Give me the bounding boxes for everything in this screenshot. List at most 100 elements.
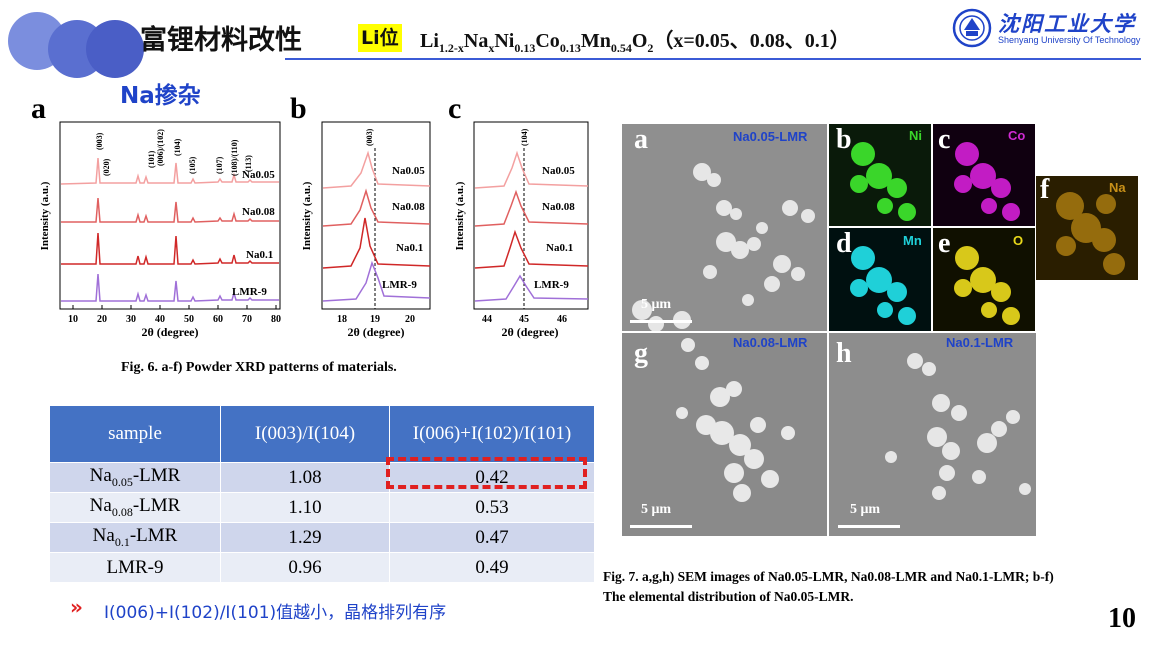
decor-circle-3 bbox=[86, 20, 144, 78]
xrd-peak-label: (107) bbox=[215, 156, 224, 174]
xrd-a-tick: 70 bbox=[242, 314, 252, 325]
xrd-c-tick: 44 bbox=[482, 314, 492, 325]
xrd-b-curve-label: Na0.1 bbox=[396, 242, 423, 254]
eds-label-ni: Ni bbox=[909, 128, 922, 143]
xrd-b-curve-label: Na0.08 bbox=[392, 201, 425, 213]
xrd-a-tick: 60 bbox=[213, 314, 223, 325]
sem-label-h: Na0.1-LMR bbox=[946, 335, 1014, 350]
intensity-ratio-table: sample I(003)/I(104) I(006)+I(102)/I(101… bbox=[49, 405, 595, 583]
table-row: Na0.08-LMR 1.10 0.53 bbox=[49, 492, 595, 523]
sem-caption-line2: The elemental distribution of Na0.05-LMR… bbox=[603, 589, 854, 604]
xrd-a-tick: 10 bbox=[68, 314, 78, 325]
sem-label-a: Na0.05-LMR bbox=[733, 129, 808, 144]
xrd-a-tick: 30 bbox=[126, 314, 136, 325]
table-cell-ratio2: 0.53 bbox=[389, 492, 595, 523]
xrd-b-xlabel: 2θ (degree) bbox=[347, 325, 404, 339]
table-cell-ratio1: 1.08 bbox=[220, 462, 390, 493]
xrd-c-xlabel: 2θ (degree) bbox=[501, 325, 558, 339]
scale-label-g: 5 μm bbox=[641, 502, 672, 517]
xrd-c-curve-label: Na0.05 bbox=[542, 165, 575, 177]
table-cell-ratio1: 0.96 bbox=[220, 552, 390, 583]
eds-map-o bbox=[933, 228, 1035, 331]
university-seal-icon bbox=[952, 8, 992, 48]
xrd-c-peak-label: (104) bbox=[520, 128, 529, 146]
xrd-peak-label: (020) bbox=[102, 158, 111, 176]
university-logo: 沈阳工业大学 Shenyang University Of Technology bbox=[950, 6, 1145, 50]
eds-letter-d: d bbox=[836, 228, 852, 259]
xrd-curve-label: Na0.1 bbox=[246, 249, 273, 261]
table-row: LMR-9 0.96 0.49 bbox=[49, 552, 595, 583]
li-site-badge: Li位 bbox=[358, 24, 402, 52]
table-header-ratio2: I(006)+I(102)/I(101) bbox=[389, 405, 595, 463]
xrd-chart-b: 18 19 20 2θ (degree) Intensity (a.u.) (0… bbox=[301, 121, 431, 339]
table-cell-ratio2: 0.47 bbox=[389, 522, 595, 553]
xrd-a-tick: 40 bbox=[155, 314, 165, 325]
conclusion-note: I(006)+I(102)/I(101)值越小，晶格排列有序 bbox=[104, 603, 447, 623]
eds-map-ni bbox=[829, 124, 931, 226]
xrd-curve-label: Na0.05 bbox=[242, 169, 275, 181]
xrd-a-xlabel: 2θ (degree) bbox=[141, 325, 198, 339]
scale-label-h: 5 μm bbox=[850, 502, 881, 517]
xrd-peak-label: (104) bbox=[173, 138, 182, 156]
sem-image-a bbox=[622, 124, 827, 331]
xrd-caption: Fig. 6. a-f) Powder XRD patterns of mate… bbox=[121, 360, 397, 375]
table-cell-ratio1: 1.29 bbox=[220, 522, 390, 553]
xrd-a-tick: 50 bbox=[184, 314, 194, 325]
xrd-c-curve-label: LMR-9 bbox=[534, 279, 569, 291]
table-cell-sample: Na0.08-LMR bbox=[49, 492, 221, 523]
table-cell-ratio1: 1.10 bbox=[220, 492, 390, 523]
xrd-panel-letter-a: a bbox=[31, 92, 46, 125]
xrd-panel-letter-c: c bbox=[448, 92, 462, 125]
xrd-peak-label: (003) bbox=[95, 132, 104, 150]
xrd-c-curve-label: Na0.08 bbox=[542, 201, 575, 213]
xrd-c-curve-label: Na0.1 bbox=[546, 242, 573, 254]
scale-bar-a bbox=[630, 320, 692, 323]
double-chevron-icon: » bbox=[70, 595, 83, 619]
table-header-ratio1: I(003)/I(104) bbox=[220, 405, 390, 463]
xrd-peak-label: (113) bbox=[244, 155, 253, 172]
scale-bar-g bbox=[630, 525, 692, 528]
xrd-c-ylabel: Intensity (a.u.) bbox=[454, 181, 466, 250]
xrd-a-tick: 80 bbox=[271, 314, 281, 325]
sem-image-g bbox=[622, 333, 827, 536]
xrd-b-tick: 19 bbox=[370, 314, 380, 325]
sem-image-h bbox=[829, 333, 1036, 536]
sem-label-g: Na0.08-LMR bbox=[733, 335, 808, 350]
xrd-peak-label: (105) bbox=[188, 156, 197, 174]
sem-letter-a: a bbox=[634, 124, 648, 155]
sem-caption-line1: Fig. 7. a,g,h) SEM images of Na0.05-LMR,… bbox=[603, 569, 1054, 584]
scale-bar-h bbox=[838, 525, 900, 528]
header-underline bbox=[285, 58, 1141, 60]
table-cell-ratio2: 0.49 bbox=[389, 552, 595, 583]
table-cell-sample: Na0.05-LMR bbox=[49, 462, 221, 493]
xrd-c-tick: 46 bbox=[557, 314, 567, 325]
eds-map-na bbox=[1036, 176, 1138, 280]
xrd-panel-letter-b: b bbox=[290, 92, 307, 125]
xrd-a-tick: 20 bbox=[97, 314, 107, 325]
page-title: 富锂材料改性 bbox=[140, 25, 302, 56]
eds-letter-f: f bbox=[1040, 174, 1050, 205]
eds-letter-c: c bbox=[938, 124, 951, 155]
xrd-chart-c: 44 45 46 2θ (degree) Intensity (a.u.) (1… bbox=[454, 121, 589, 339]
page-number: 10 bbox=[1108, 603, 1136, 634]
eds-label-o: O bbox=[1013, 233, 1024, 248]
sem-letter-g: g bbox=[634, 338, 648, 369]
eds-label-na: Na bbox=[1109, 180, 1126, 195]
section-label: Na掺杂 bbox=[120, 83, 201, 109]
eds-label-mn: Mn bbox=[903, 233, 922, 248]
eds-letter-e: e bbox=[938, 228, 951, 259]
eds-map-mn bbox=[829, 228, 931, 331]
xrd-peak-label: (108)/(110) bbox=[230, 139, 239, 176]
xrd-peak-label: (006)/(102) bbox=[156, 129, 165, 166]
xrd-b-tick: 20 bbox=[405, 314, 415, 325]
scale-label-a: 5 μm bbox=[641, 297, 672, 312]
eds-map-co bbox=[933, 124, 1035, 226]
table-header-sample: sample bbox=[49, 405, 221, 463]
table-cell-sample: LMR-9 bbox=[49, 552, 221, 583]
university-name-cn: 沈阳工业大学 bbox=[998, 11, 1136, 36]
xrd-b-curve-label: Na0.05 bbox=[392, 165, 425, 177]
xrd-curve-label: LMR-9 bbox=[232, 286, 267, 298]
table-row: Na0.05-LMR 1.08 0.42 bbox=[49, 462, 595, 493]
eds-label-co: Co bbox=[1008, 128, 1026, 143]
sem-letter-h: h bbox=[836, 338, 852, 369]
